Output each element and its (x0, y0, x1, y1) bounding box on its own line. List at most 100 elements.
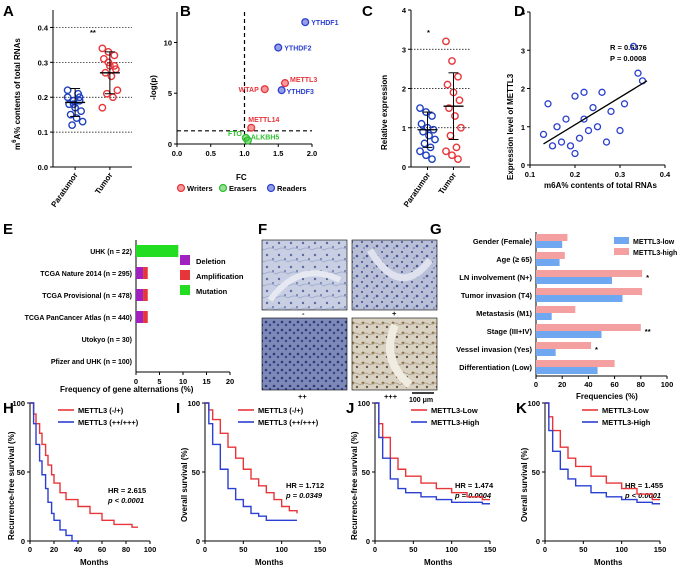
panel-a-data-point (107, 72, 116, 81)
panel-b-point-label: ALKBH5 (251, 134, 279, 141)
panel-b-y-tick-label: 5 (168, 89, 172, 98)
panel-g-significance: * (646, 273, 649, 282)
panel-a-y-tick-label: 0.3 (38, 58, 48, 67)
panel-a-data-point (110, 61, 119, 70)
panel-a-data-point (78, 117, 87, 126)
panel-h-curve (30, 402, 138, 528)
panel-g-bar-low (536, 277, 612, 284)
panel-h-x-tick-label: 60 (98, 545, 106, 554)
panel-g-chart: Frequencies (%) METTL3-low METTL3-high 0 2… (456, 232, 677, 401)
panel-g-bar-low (536, 259, 560, 266)
panel-e-category-label: Utokyo (n = 30) (82, 337, 132, 344)
panel-k-hr: HR = 1.455 (625, 481, 663, 490)
panel-label-c: C (362, 3, 373, 20)
panel-j-legend-label: METTL3-Low (431, 406, 478, 415)
panel-j-y-tick-label: 50 (362, 468, 370, 477)
panel-d-p-value: P = 0.0008 (610, 54, 646, 63)
panel-c-data-point (445, 104, 453, 113)
panel-d-chart: Expression level of METTL3 m6A% contents… (506, 8, 671, 190)
panel-b-chart: -log(p) FC Writers Erasers Readers 0.0 0.5 1… (149, 12, 339, 193)
panel-label-b: B (180, 3, 191, 20)
ihc-gland-shape (386, 323, 413, 389)
panel-i-y-tick-label: 100 (187, 399, 200, 408)
panel-g-legend-swatch (614, 248, 629, 255)
ihc-label-negative: - (302, 309, 305, 318)
panel-b-xlabel: FC (236, 173, 247, 182)
panel-c-data-point (452, 143, 461, 152)
panel-a-data-point (77, 107, 86, 116)
panel-c-data-point (417, 119, 426, 128)
panel-b-x-tick-label: 0.0 (172, 149, 182, 158)
panel-g-xlabel: Frequencies (%) (576, 392, 638, 401)
panel-j-legend-label: METTL3-High (431, 418, 480, 427)
panel-label-g: G (430, 221, 442, 238)
panel-h-x-tick-label: 20 (50, 545, 58, 554)
panel-c-data-point (448, 57, 456, 65)
panel-i-curve (205, 402, 297, 521)
panel-j-x-tick-label: 50 (409, 545, 417, 554)
panel-e-bar (143, 267, 148, 279)
panel-a-chart: m6A% contents of total RNAs ** 0.0 0.1 0.2… (12, 10, 132, 209)
panel-c-y-tick-label: 1 (402, 124, 406, 133)
panel-e-x-tick-label: 20 (226, 377, 234, 386)
panel-e-legend-swatch (180, 270, 190, 280)
panel-a-x-tick-label: Tumor (93, 171, 114, 196)
panel-c-x-tick-label: Paratumor (402, 171, 432, 209)
panel-e-x-tick-label: 10 (179, 377, 187, 386)
panel-c-chart: Relative expression * 0 1 2 3 4 Paratumor Tumo… (380, 6, 470, 209)
panel-g-bar-low (536, 313, 552, 320)
panel-k-xlabel: Months (594, 558, 623, 567)
panel-g-bar-low (536, 241, 563, 248)
panel-h-xlabel: Months (80, 558, 109, 567)
panel-i-hr: HR = 1.712 (286, 481, 324, 490)
ihc-image-moderate (261, 317, 348, 391)
panel-k-curve (545, 402, 660, 505)
panel-b-y-tick-label: 10 (164, 38, 172, 47)
panel-d-data-point (580, 88, 588, 96)
panel-c-data-point (451, 112, 459, 120)
panel-b-legend-label: Erasers (229, 184, 257, 193)
panel-e-bar (136, 311, 144, 323)
panel-d-data-point (629, 42, 638, 51)
panel-e-bar (143, 311, 148, 323)
panel-b-point-label: YTHDF1 (311, 20, 338, 27)
panel-g-bar-low (536, 349, 556, 356)
panel-j-curve (375, 402, 490, 501)
panel-g-category-label: Age (≥ 65) (496, 255, 532, 264)
ihc-label-moderate: ++ (298, 392, 307, 401)
panel-d-xlabel: m6A% contents of total RNAs (544, 181, 657, 190)
panel-d-data-point (548, 142, 557, 150)
panel-label-j: J (346, 400, 354, 417)
panel-c-ylabel: Relative expression (380, 75, 389, 150)
panel-e-bar (136, 289, 144, 301)
panel-a-y-tick-label: 0.0 (38, 163, 48, 172)
panel-j-y-tick-label: 100 (357, 399, 370, 408)
panel-c-y-tick-label: 2 (402, 85, 406, 94)
panel-a-data-point (63, 86, 72, 95)
panel-g-category-label: Vessel invasion (Yes) (456, 345, 532, 354)
panel-k-legend-label: METTL3-Low (602, 406, 649, 415)
panel-c-data-point (419, 127, 427, 136)
panel-d-ylabel: Expression level of METTL3 (506, 73, 515, 180)
panel-e-legend-label: Amplification (196, 272, 244, 281)
panel-b-x-tick-label: 1.5 (273, 149, 283, 158)
panel-h-x-tick-label: 100 (144, 545, 157, 554)
panel-i-y-tick-label: 50 (192, 468, 200, 477)
panel-c-data-point (416, 147, 424, 156)
panel-d-r-value: R = 0.6376 (610, 43, 647, 52)
panel-b-legend-marker (218, 183, 228, 193)
panel-c-data-point (448, 151, 456, 160)
panel-d-data-point (557, 138, 566, 146)
panel-a-x-tick-label: Paratumor (49, 171, 79, 209)
panel-b-data-point (274, 43, 283, 52)
panel-h-x-tick-label: 40 (74, 545, 82, 554)
ihc-gland-shape (267, 270, 342, 302)
panel-c-data-point (416, 104, 424, 113)
panel-a-data-point (98, 44, 107, 53)
panel-j-chart: Recurrence-free survival (%) Months HR =… (350, 399, 496, 567)
panel-j-hr: HR = 1.474 (455, 481, 494, 490)
panel-g-bar-low (536, 331, 602, 338)
panel-g-bar-high (536, 324, 641, 331)
panel-b-point-label: METTL14 (248, 117, 279, 124)
